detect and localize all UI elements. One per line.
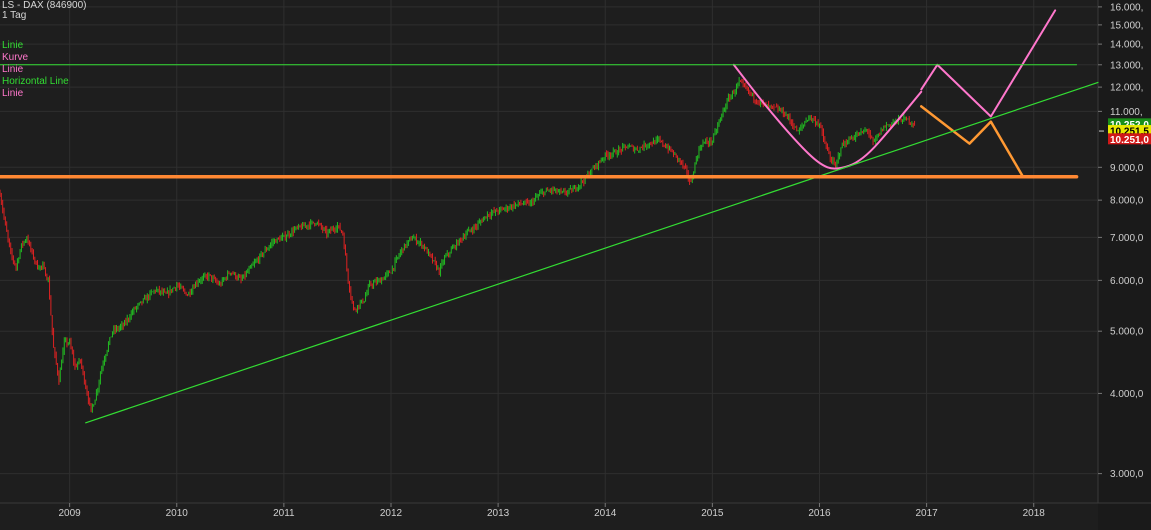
legend-item-linie-pink[interactable]: Linie (2, 64, 24, 75)
y-tick-label: 16.000, (1110, 2, 1143, 13)
x-tick-label: 2014 (594, 508, 617, 519)
y-tick-label: 15.000, (1110, 20, 1143, 31)
legend-item-kurve[interactable]: Kurve (2, 52, 29, 63)
legend-item-linie-pink-2[interactable]: Linie (2, 88, 24, 99)
price-badge-2 (1108, 133, 1151, 145)
x-tick-label: 2017 (915, 508, 938, 519)
x-tick-label: 2016 (808, 508, 831, 519)
y-axis-panel (1098, 0, 1151, 530)
chart-title: LS - DAX (846900) (2, 0, 87, 11)
y-tick-label: 12.000, (1110, 83, 1143, 94)
chart-interval: 1 Tag (2, 10, 27, 21)
y-tick-label: 11.000, (1110, 107, 1143, 118)
drawing-projection-0 (920, 9, 1057, 118)
x-tick-label: 2012 (380, 508, 403, 519)
x-tick-label: 2009 (59, 508, 82, 519)
y-tick-label: 9.000,0 (1110, 163, 1144, 174)
x-tick-label: 2010 (166, 508, 189, 519)
y-tick-label: 6.000,0 (1110, 276, 1144, 287)
price-badge-0 (1108, 118, 1151, 130)
y-tick-label: 13.000, (1110, 60, 1143, 71)
x-tick-label: 2018 (1023, 508, 1046, 519)
price-badge-1 (1108, 125, 1151, 137)
y-tick-label: 4.000,0 (1110, 389, 1144, 400)
legend-item-horizontal-line[interactable]: Horizontal Line (2, 76, 69, 87)
x-tick-label: 2013 (487, 508, 510, 519)
drawing-curve-2 (732, 63, 923, 170)
drawing-trendline-3 (85, 81, 1099, 424)
y-tick-label: 8.000,0 (1110, 196, 1144, 207)
price-candles (0, 77, 916, 413)
y-tick-label: 7.000,0 (1110, 233, 1144, 244)
y-tick-label: 14.000, (1110, 40, 1143, 51)
legend-item-linie-green[interactable]: Linie (2, 40, 24, 51)
price-badge-label-2: 10.251,0 (1110, 135, 1149, 146)
drawing-projection-1 (919, 105, 1025, 179)
y-tick-label: 5.000,0 (1110, 327, 1144, 338)
y-tick-label: 3.000,0 (1110, 469, 1144, 480)
x-tick-label: 2015 (701, 508, 724, 519)
price-badge-label-1: 10.251,5 (1110, 127, 1149, 138)
x-tick-label: 2011 (273, 508, 295, 519)
